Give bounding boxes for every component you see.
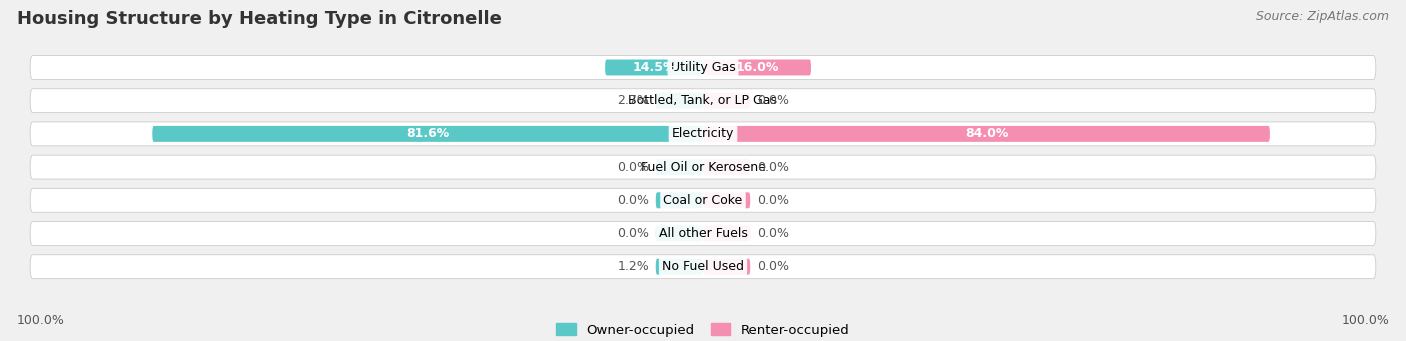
Text: 100.0%: 100.0%: [1341, 314, 1389, 327]
FancyBboxPatch shape: [30, 222, 1376, 246]
FancyBboxPatch shape: [703, 225, 751, 241]
Text: Fuel Oil or Kerosene: Fuel Oil or Kerosene: [641, 161, 765, 174]
Text: Utility Gas: Utility Gas: [671, 61, 735, 74]
Text: 0.0%: 0.0%: [617, 194, 650, 207]
FancyBboxPatch shape: [703, 60, 811, 75]
Text: Electricity: Electricity: [672, 128, 734, 140]
FancyBboxPatch shape: [703, 126, 1270, 142]
Text: Bottled, Tank, or LP Gas: Bottled, Tank, or LP Gas: [628, 94, 778, 107]
FancyBboxPatch shape: [30, 122, 1376, 146]
Text: 0.0%: 0.0%: [756, 161, 789, 174]
FancyBboxPatch shape: [655, 159, 703, 175]
FancyBboxPatch shape: [655, 93, 703, 109]
FancyBboxPatch shape: [30, 155, 1376, 179]
FancyBboxPatch shape: [30, 188, 1376, 212]
FancyBboxPatch shape: [152, 126, 703, 142]
Text: 100.0%: 100.0%: [17, 314, 65, 327]
FancyBboxPatch shape: [655, 225, 703, 241]
FancyBboxPatch shape: [703, 192, 751, 208]
Text: Coal or Coke: Coal or Coke: [664, 194, 742, 207]
FancyBboxPatch shape: [655, 259, 703, 275]
Legend: Owner-occupied, Renter-occupied: Owner-occupied, Renter-occupied: [551, 318, 855, 341]
Text: All other Fuels: All other Fuels: [658, 227, 748, 240]
FancyBboxPatch shape: [703, 259, 751, 275]
Text: 81.6%: 81.6%: [406, 128, 450, 140]
Text: 14.5%: 14.5%: [633, 61, 676, 74]
FancyBboxPatch shape: [605, 60, 703, 75]
Text: 0.0%: 0.0%: [756, 94, 789, 107]
FancyBboxPatch shape: [30, 89, 1376, 113]
Text: 0.0%: 0.0%: [756, 194, 789, 207]
Text: 0.0%: 0.0%: [617, 227, 650, 240]
Text: 0.0%: 0.0%: [756, 260, 789, 273]
Text: Housing Structure by Heating Type in Citronelle: Housing Structure by Heating Type in Cit…: [17, 10, 502, 28]
FancyBboxPatch shape: [703, 93, 751, 109]
FancyBboxPatch shape: [30, 56, 1376, 79]
Text: 1.2%: 1.2%: [617, 260, 650, 273]
Text: 84.0%: 84.0%: [965, 128, 1008, 140]
Text: 2.7%: 2.7%: [617, 94, 650, 107]
Text: 0.0%: 0.0%: [617, 161, 650, 174]
Text: 16.0%: 16.0%: [735, 61, 779, 74]
FancyBboxPatch shape: [655, 192, 703, 208]
Text: No Fuel Used: No Fuel Used: [662, 260, 744, 273]
Text: Source: ZipAtlas.com: Source: ZipAtlas.com: [1256, 10, 1389, 23]
Text: 0.0%: 0.0%: [756, 227, 789, 240]
FancyBboxPatch shape: [703, 159, 751, 175]
FancyBboxPatch shape: [30, 255, 1376, 279]
